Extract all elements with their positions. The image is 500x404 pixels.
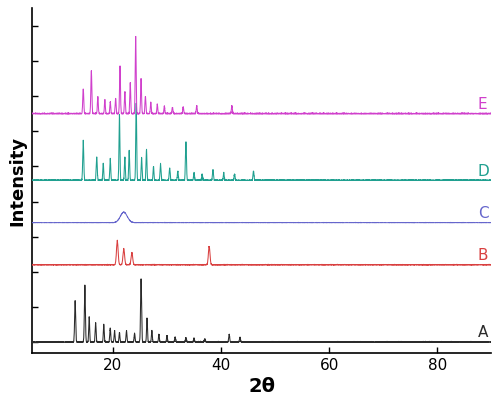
Text: D: D	[478, 164, 490, 179]
Text: A: A	[478, 325, 488, 340]
Y-axis label: Intensity: Intensity	[8, 135, 26, 225]
X-axis label: 2θ: 2θ	[248, 377, 275, 396]
Text: C: C	[478, 206, 488, 221]
Text: E: E	[478, 97, 488, 112]
Text: B: B	[478, 248, 488, 263]
